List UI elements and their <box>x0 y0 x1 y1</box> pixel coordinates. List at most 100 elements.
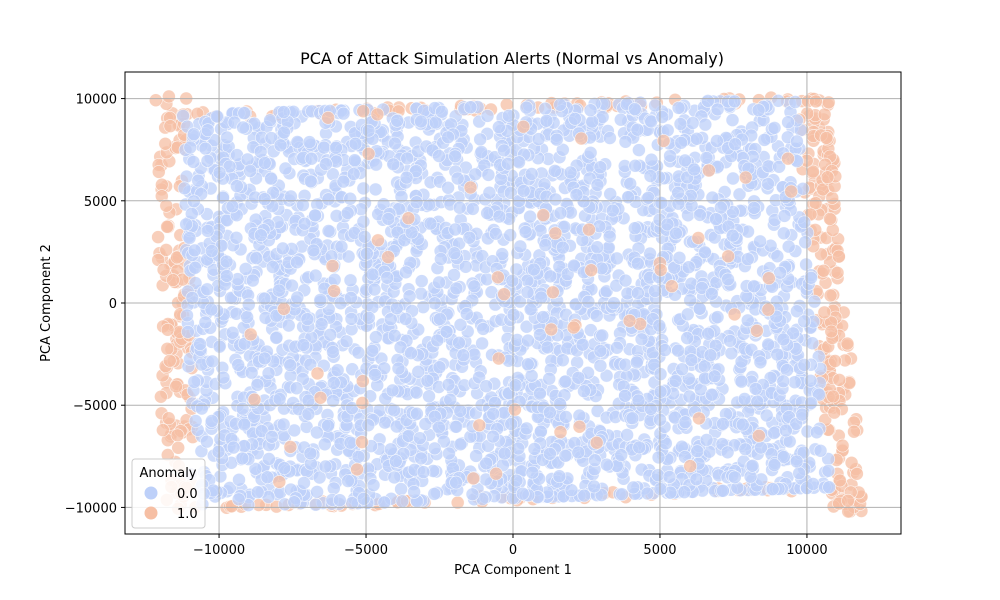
normal-point <box>809 425 824 440</box>
normal-point <box>201 123 215 137</box>
normal-point <box>531 132 546 146</box>
normal-point <box>735 417 750 432</box>
normal-point <box>348 136 363 151</box>
normal-point <box>629 355 644 370</box>
normal-point <box>699 433 714 447</box>
normal-point <box>589 309 604 323</box>
normal-point <box>243 164 257 178</box>
normal-point <box>779 423 793 438</box>
normal-point <box>432 149 446 163</box>
anomaly-point <box>664 279 679 294</box>
normal-point <box>765 482 780 496</box>
chart-title: PCA of Attack Simulation Alerts (Normal … <box>300 49 724 68</box>
anomaly-point <box>832 249 846 264</box>
normal-point <box>427 441 442 456</box>
anomaly-point <box>727 307 742 322</box>
anomaly-point <box>325 259 340 273</box>
normal-point <box>369 330 383 344</box>
normal-point <box>558 374 573 389</box>
normal-point <box>432 360 447 375</box>
normal-point <box>200 434 214 449</box>
normal-point <box>467 279 482 294</box>
anomaly-point <box>582 222 596 237</box>
x-tick-label: −10000 <box>193 543 245 558</box>
normal-point <box>381 212 396 226</box>
normal-point <box>200 282 214 297</box>
normal-point <box>625 411 640 426</box>
normal-point <box>341 249 356 264</box>
normal-point <box>727 94 742 109</box>
normal-point <box>716 416 730 431</box>
normal-point <box>789 454 804 469</box>
normal-point <box>231 492 246 507</box>
normal-point <box>432 420 446 435</box>
normal-point <box>518 225 533 239</box>
normal-point <box>357 230 372 244</box>
anomaly-point <box>820 170 835 184</box>
normal-point <box>750 394 765 409</box>
normal-point <box>643 169 658 183</box>
normal-point <box>721 272 735 287</box>
normal-point <box>340 206 355 220</box>
normal-point <box>441 130 455 145</box>
normal-point <box>453 437 468 452</box>
normal-point <box>533 327 547 342</box>
normal-point <box>230 179 244 193</box>
y-axis-ticks: −10000 −5000 0 5000 10000 <box>65 93 125 516</box>
normal-point <box>257 291 272 306</box>
anomaly-point <box>819 131 834 145</box>
normal-point <box>356 214 371 229</box>
normal-point <box>420 373 435 388</box>
normal-point <box>378 415 392 430</box>
normal-point <box>620 428 634 442</box>
normal-point <box>416 465 431 479</box>
normal-point <box>669 226 683 241</box>
normal-point <box>505 273 520 288</box>
normal-point <box>486 406 501 421</box>
normal-point <box>623 177 638 191</box>
normal-point <box>773 265 787 280</box>
normal-point <box>356 181 371 196</box>
anomaly-point <box>171 440 185 455</box>
anomaly-point <box>361 147 376 161</box>
grid-lines <box>125 72 901 534</box>
normal-point <box>521 333 535 348</box>
normal-point <box>321 224 336 238</box>
normal-point <box>377 495 392 510</box>
anomaly-point <box>762 271 776 286</box>
anomaly-point <box>536 208 551 222</box>
normal-point <box>368 367 382 382</box>
normal-point <box>520 273 535 288</box>
normal-point <box>684 353 699 367</box>
anomaly-point <box>355 435 369 449</box>
normal-point <box>441 181 455 195</box>
normal-point <box>296 338 311 352</box>
normal-point <box>423 216 438 231</box>
normal-point <box>813 443 828 458</box>
normal-point <box>198 141 213 156</box>
normal-point <box>427 487 442 501</box>
normal-point <box>571 370 586 385</box>
normal-point <box>543 269 558 284</box>
anomaly-point <box>160 219 174 234</box>
normal-point <box>690 444 705 459</box>
normal-point <box>627 102 642 116</box>
normal-point <box>804 270 818 285</box>
anomaly-point <box>584 263 599 278</box>
normal-point <box>734 374 749 389</box>
normal-point <box>673 117 688 131</box>
normal-point <box>326 345 340 359</box>
normal-point <box>390 114 405 128</box>
normal-point <box>680 307 695 322</box>
anomaly-point <box>327 284 341 298</box>
normal-point <box>177 181 192 196</box>
normal-point <box>393 340 408 355</box>
normal-point <box>277 461 292 475</box>
normal-point <box>343 191 358 206</box>
normal-point <box>632 440 647 455</box>
normal-point <box>720 445 735 460</box>
normal-point <box>447 268 461 282</box>
anomaly-point <box>826 389 840 404</box>
normal-point <box>264 131 279 145</box>
normal-point <box>770 249 785 264</box>
